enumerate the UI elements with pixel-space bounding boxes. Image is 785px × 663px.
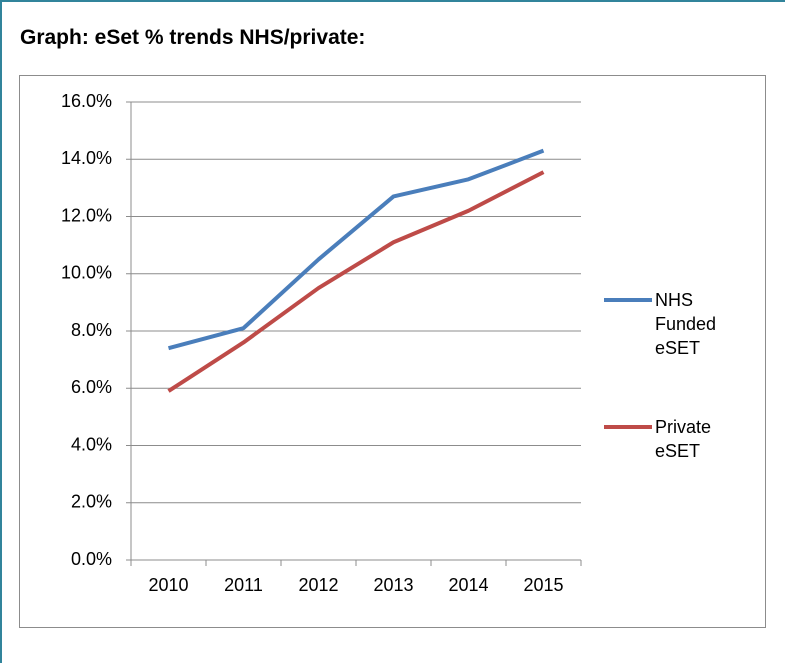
y-tick-label: 10.0% [61, 263, 112, 283]
series-line [167, 170, 545, 393]
series-line [167, 148, 545, 351]
y-tick-label: 16.0% [61, 91, 112, 111]
x-tick-label: 2012 [298, 575, 338, 595]
y-tick-label: 0.0% [71, 549, 112, 569]
y-tick-label: 6.0% [71, 377, 112, 397]
y-tick-label: 2.0% [71, 492, 112, 512]
x-tick-label: 2010 [148, 575, 188, 595]
legend-label: NHS Funded eSET [655, 290, 717, 358]
chart-title: Graph: eSet % trends NHS/private: [20, 26, 366, 49]
y-tick-label: 8.0% [71, 320, 112, 340]
y-tick-label: 12.0% [61, 205, 112, 225]
chart-box [19, 75, 766, 628]
x-tick-label: 2013 [373, 575, 413, 595]
y-tick-label: 4.0% [71, 434, 112, 454]
legend-label: Private eSET [655, 417, 712, 461]
x-tick-label: 2014 [448, 575, 488, 595]
x-tick-label: 2011 [224, 575, 263, 595]
y-tick-label: 14.0% [61, 148, 112, 168]
x-tick-label: 2015 [523, 575, 563, 595]
